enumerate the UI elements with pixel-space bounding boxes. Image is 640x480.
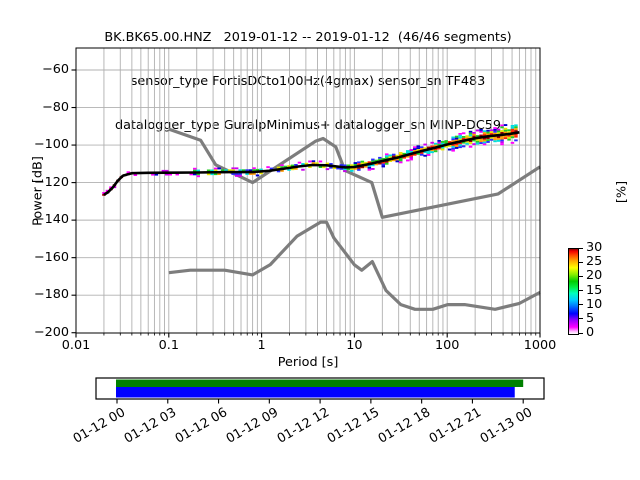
colorbar-tick-label: 0 <box>586 325 595 340</box>
y-tick-label: −80 <box>41 99 69 115</box>
x-tick-label: 1000 <box>523 338 557 353</box>
x-tick-label: 0.1 <box>158 338 179 353</box>
y-tick-label: −120 <box>33 174 69 190</box>
colorbar-tick-label: 25 <box>586 254 603 270</box>
timeline-bar-data-coverage <box>116 379 524 387</box>
axes-frame <box>75 47 541 334</box>
colorbar-tick-label: 20 <box>586 268 603 284</box>
noise-model-curves <box>168 127 541 311</box>
y-tick-label: −60 <box>41 62 69 77</box>
colorbar-tick <box>579 332 583 334</box>
y-tick-label: −160 <box>33 249 69 265</box>
colorbar-tick-label: 5 <box>586 310 595 326</box>
x-tick-label: 10 <box>346 338 363 353</box>
plot-title: BK.BK65.00.HNZ 2019-01-12 -- 2019-01-12 … <box>104 29 512 45</box>
colorbar-tick <box>579 290 583 291</box>
grid-lines <box>76 48 540 333</box>
y-tick-label: −180 <box>33 287 69 303</box>
timeline-bar-psd-segments <box>116 387 515 398</box>
colorbar-tick <box>579 275 583 277</box>
colorbar-label: [%] <box>614 180 630 204</box>
y-tick-label: −100 <box>33 137 69 153</box>
coverage-timeline <box>95 377 545 404</box>
colorbar-tick <box>579 318 583 320</box>
colorbar-tick <box>579 304 583 306</box>
colorbar-tick-label: 30 <box>586 240 603 255</box>
psd-mode-line <box>103 131 520 196</box>
colorbar-tick <box>579 247 583 249</box>
colorbar-tick-label: 10 <box>586 296 603 312</box>
y-tick-label: −200 <box>33 324 69 340</box>
x-tick-label: 100 <box>434 338 460 353</box>
colorbar <box>568 248 579 335</box>
y-tick-label: −140 <box>33 212 69 228</box>
x-tick-label: 1 <box>257 338 266 353</box>
colorbar-tick-label: 15 <box>586 282 603 298</box>
x-axis-label: Period [s] <box>277 355 339 370</box>
noise-model-low-curve <box>168 220 541 311</box>
colorbar-tick <box>579 261 583 263</box>
noise-model-high-curve <box>168 127 541 219</box>
x-tick-label: 0.01 <box>61 338 91 353</box>
axis-ticks <box>71 69 541 338</box>
